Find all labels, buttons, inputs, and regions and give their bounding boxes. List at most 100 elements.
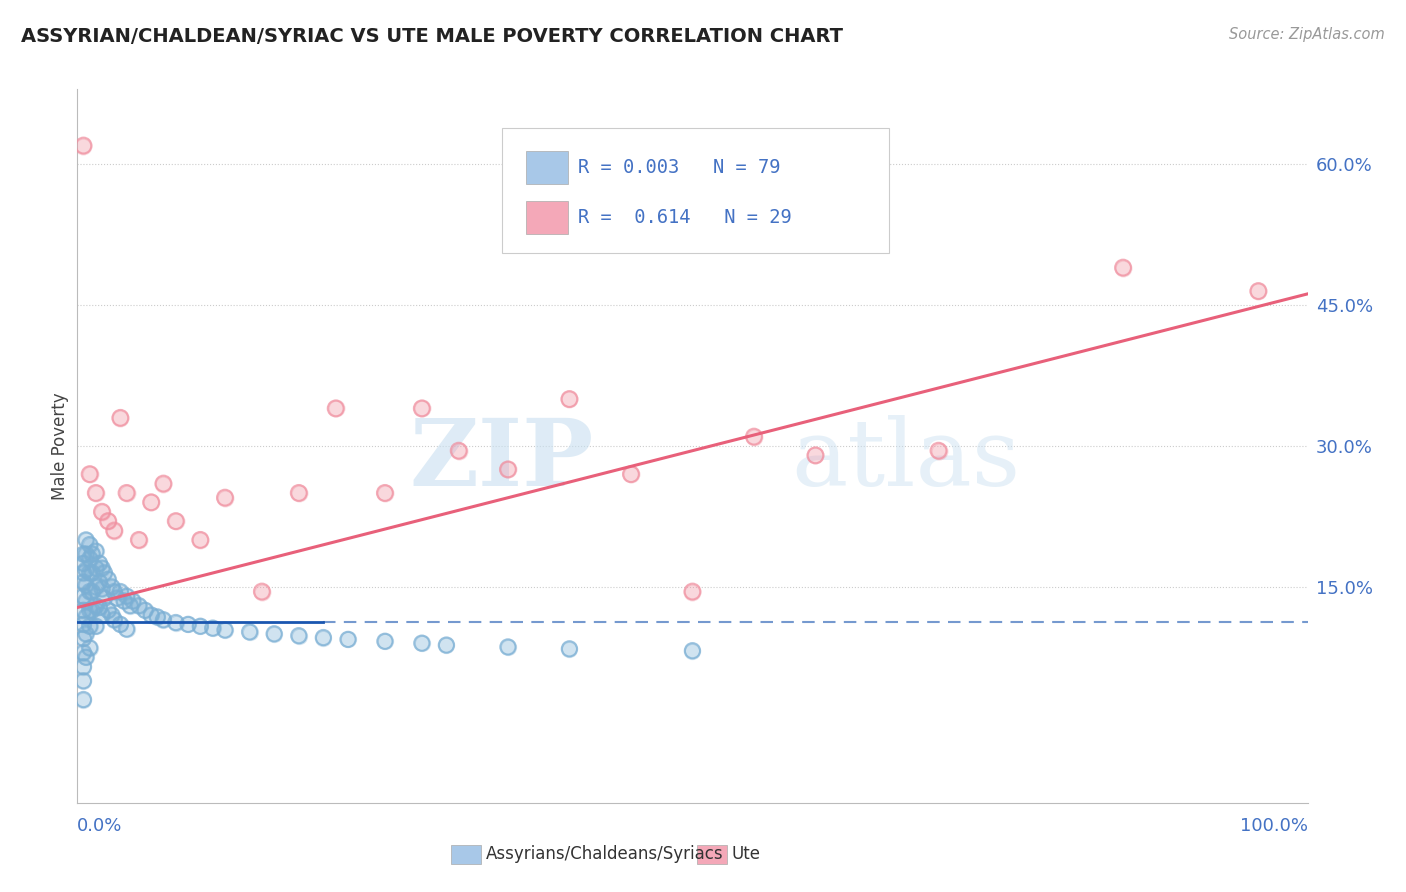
Point	[146, 610, 169, 624]
Point	[75, 650, 97, 665]
Point	[97, 603, 120, 617]
Point	[141, 495, 163, 509]
Point	[201, 621, 224, 635]
Point	[90, 582, 114, 596]
Point	[250, 584, 273, 599]
Point	[72, 575, 94, 590]
Point	[75, 627, 97, 641]
Point	[101, 580, 124, 594]
Point	[84, 561, 107, 575]
Point	[93, 566, 115, 580]
Point	[110, 584, 132, 599]
FancyBboxPatch shape	[526, 152, 568, 184]
Point	[75, 594, 97, 608]
Point	[101, 607, 124, 622]
Point	[103, 613, 125, 627]
Point	[79, 619, 101, 633]
Point	[75, 563, 97, 577]
Point	[141, 495, 163, 509]
Point	[79, 467, 101, 482]
Point	[93, 591, 115, 606]
Point	[312, 631, 335, 645]
Point	[84, 580, 107, 594]
Point	[496, 462, 519, 476]
Point	[72, 547, 94, 561]
Point	[89, 575, 111, 590]
Point	[682, 643, 704, 657]
Point	[79, 603, 101, 617]
Point	[75, 547, 97, 561]
Point	[120, 599, 142, 613]
Point	[72, 673, 94, 688]
Point	[79, 467, 101, 482]
Point	[325, 401, 347, 416]
Point	[79, 566, 101, 580]
Point	[72, 632, 94, 646]
Point	[93, 566, 115, 580]
Point	[263, 627, 285, 641]
Point	[75, 533, 97, 547]
Point	[82, 547, 104, 561]
Point	[374, 634, 396, 648]
Point	[1247, 284, 1270, 298]
Point	[72, 138, 94, 153]
Point	[103, 584, 125, 599]
Text: atlas: atlas	[792, 416, 1021, 505]
Point	[72, 646, 94, 660]
Point	[97, 514, 120, 528]
Point	[447, 443, 470, 458]
Point	[89, 600, 111, 615]
Point	[84, 599, 107, 613]
Point	[97, 572, 120, 586]
Text: Ute: Ute	[733, 846, 761, 863]
Point	[72, 138, 94, 153]
Point	[89, 600, 111, 615]
Point	[72, 617, 94, 632]
Point	[447, 443, 470, 458]
Point	[84, 544, 107, 558]
Point	[90, 561, 114, 575]
Point	[90, 505, 114, 519]
Point	[152, 613, 174, 627]
Point	[72, 673, 94, 688]
Point	[620, 467, 643, 482]
Point	[84, 544, 107, 558]
Y-axis label: Male Poverty: Male Poverty	[51, 392, 69, 500]
Point	[75, 627, 97, 641]
Point	[82, 584, 104, 599]
Point	[115, 589, 138, 603]
Point	[112, 594, 135, 608]
Point	[79, 566, 101, 580]
Point	[89, 575, 111, 590]
Point	[72, 557, 94, 571]
Point	[97, 514, 120, 528]
Point	[89, 557, 111, 571]
Text: Assyrians/Chaldeans/Syriacs: Assyrians/Chaldeans/Syriacs	[486, 846, 724, 863]
Point	[411, 636, 433, 650]
Text: ZIP: ZIP	[409, 416, 595, 505]
Point	[72, 557, 94, 571]
Point	[101, 607, 124, 622]
Point	[72, 692, 94, 706]
Point	[128, 599, 150, 613]
Point	[72, 692, 94, 706]
Point	[188, 533, 212, 547]
Point	[90, 505, 114, 519]
Point	[214, 623, 236, 637]
Point	[110, 584, 132, 599]
Point	[82, 566, 104, 580]
Point	[110, 410, 132, 425]
Point	[79, 584, 101, 599]
Point	[214, 491, 236, 505]
Point	[188, 619, 212, 633]
Point	[165, 615, 187, 630]
Point	[214, 491, 236, 505]
Point	[239, 624, 262, 639]
Point	[93, 591, 115, 606]
Point	[239, 624, 262, 639]
Point	[134, 603, 156, 617]
Point	[141, 607, 163, 622]
Point	[105, 591, 128, 606]
Point	[97, 572, 120, 586]
Point	[79, 603, 101, 617]
